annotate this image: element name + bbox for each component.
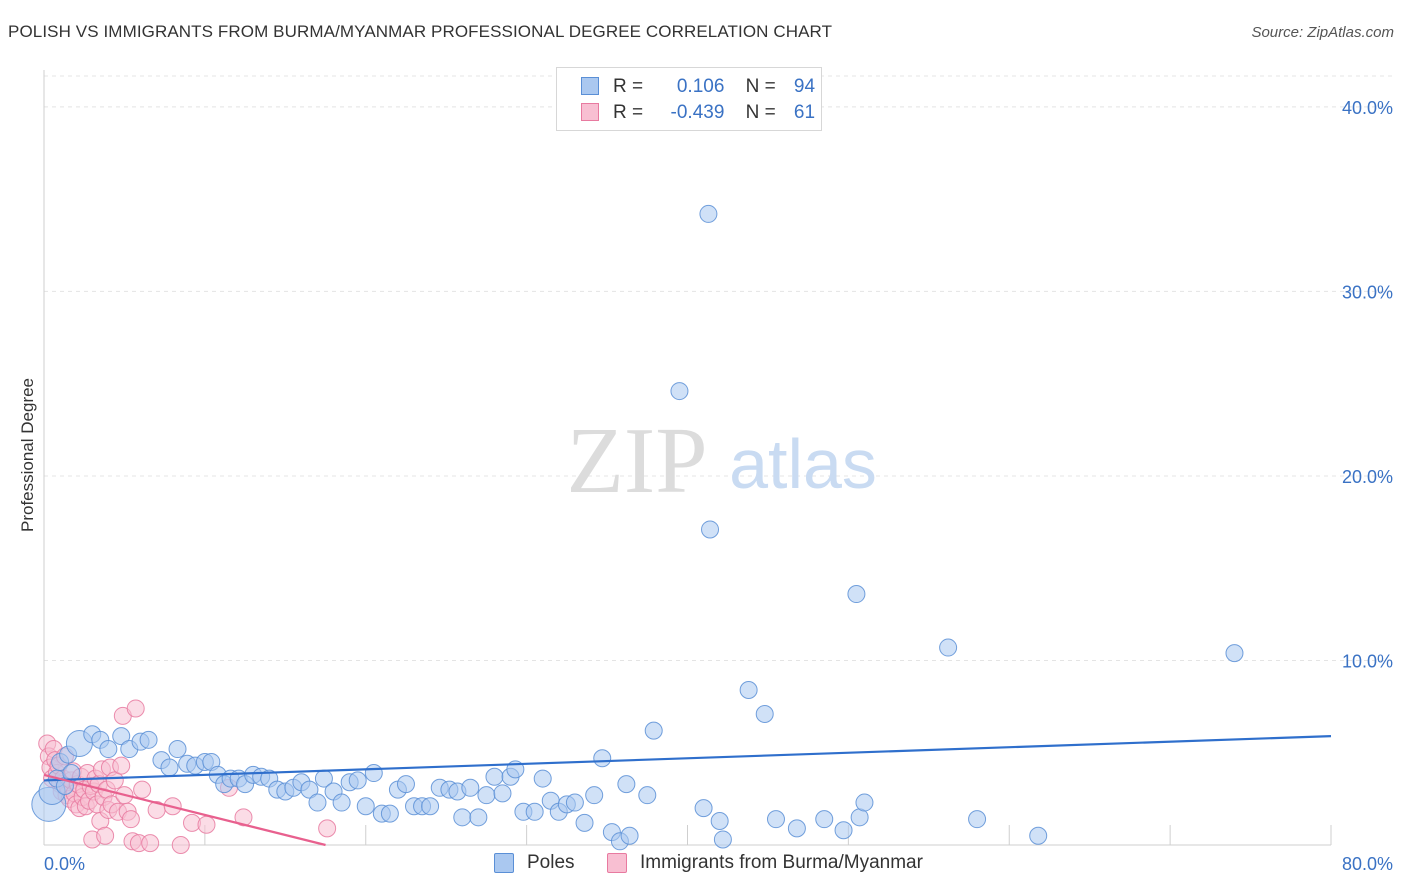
bottom-legend-swatch-pink [607, 853, 627, 873]
blue-point [493, 784, 512, 803]
pink-points [38, 699, 337, 854]
blue-point [699, 204, 718, 223]
blue-point [461, 778, 480, 797]
axes [43, 70, 1332, 846]
grid [44, 75, 1392, 661]
blue-point [755, 704, 774, 723]
legend-r-label: R = [613, 76, 644, 97]
watermark-atlas: atlas [729, 425, 877, 503]
pink-point [112, 756, 131, 775]
blue-point [620, 826, 639, 845]
trend-lines [43, 735, 1332, 847]
blue-point [694, 799, 713, 818]
blue-point [855, 793, 874, 812]
blue-point [968, 810, 987, 829]
bottom-legend-label: Immigrants from Burma/Myanmar [640, 852, 923, 873]
trend-line-poles [43, 735, 1332, 782]
blue-point [939, 638, 958, 657]
source-label: Source: ZipAtlas.com [1251, 24, 1394, 41]
blue-point [421, 797, 440, 816]
x-tick-label: 0.0% [44, 854, 85, 874]
blue-point [300, 780, 319, 799]
blue-point [670, 382, 689, 401]
correlation-legend: R = 0.106 N = 94 R = -0.439 N = 61 [556, 67, 822, 131]
legend-n-value: 61 [793, 102, 816, 123]
blue-point [766, 810, 785, 829]
blue-point [453, 808, 472, 827]
tick-labels: 10.0% 20.0% 30.0% 40.0% 0.0% 80.0% [44, 98, 1393, 874]
blue-point [565, 793, 584, 812]
chart-title: POLISH VS IMMIGRANTS FROM BURMA/MYANMAR … [8, 22, 833, 41]
bottom-legend-swatch-blue [494, 853, 514, 873]
blue-point [396, 775, 415, 794]
pink-point [234, 808, 253, 827]
blue-point [308, 793, 327, 812]
pink-point [121, 810, 140, 829]
blue-point [787, 819, 806, 838]
blue-point [617, 775, 636, 794]
legend-n-label: N = [745, 102, 776, 123]
blue-point [575, 813, 594, 832]
blue-point [701, 520, 720, 539]
legend-r-value: -0.439 [670, 102, 725, 123]
blue-point [533, 769, 552, 788]
blue-point [485, 767, 504, 786]
pink-point [126, 699, 145, 718]
blue-point [638, 786, 657, 805]
watermark: ZIP atlas [567, 409, 877, 513]
legend-swatch-blue [581, 77, 599, 95]
y-tick-label: 10.0% [1342, 651, 1393, 671]
pink-point [318, 819, 337, 838]
blue-point [710, 812, 729, 831]
bottom-legend-label: Poles [527, 852, 575, 873]
blue-point [99, 740, 118, 759]
y-tick-label: 30.0% [1342, 282, 1393, 302]
blue-point [1029, 826, 1048, 845]
blue-point [112, 727, 131, 746]
y-tick-label: 20.0% [1342, 467, 1393, 487]
blue-point [525, 802, 544, 821]
blue-point [593, 749, 612, 768]
legend-r-value: 0.106 [676, 76, 725, 97]
legend-r-label: R = [613, 102, 644, 123]
pink-point [133, 780, 152, 799]
legend-n-label: N = [745, 76, 776, 97]
pink-point [197, 815, 216, 834]
pink-point [141, 834, 160, 853]
blue-point [160, 758, 179, 777]
blue-point [380, 804, 399, 823]
blue-point [739, 681, 758, 699]
blue-point [139, 730, 158, 749]
blue-point [356, 797, 375, 816]
blue-point [713, 830, 732, 849]
legend-swatch-pink [581, 103, 599, 121]
trend-line-burma [43, 773, 326, 847]
pink-point [171, 836, 190, 854]
watermark-zip: ZIP [567, 409, 708, 513]
blue-point [332, 793, 351, 812]
blue-point [585, 786, 604, 805]
blue-point [815, 810, 834, 829]
blue-point [469, 808, 488, 827]
blue-point [834, 821, 853, 840]
blue-point [1225, 644, 1244, 663]
blue-point [364, 764, 383, 783]
blue-point [477, 786, 496, 805]
x-tick-label: 80.0% [1342, 854, 1393, 874]
legend-n-value: 94 [793, 76, 816, 97]
blue-point [168, 740, 187, 759]
y-axis-label: Professional Degree [18, 377, 37, 533]
blue-points [31, 204, 1244, 851]
pink-point [96, 826, 115, 845]
blue-point [847, 585, 866, 604]
y-tick-label: 40.0% [1342, 98, 1393, 118]
blue-point [348, 771, 367, 790]
blue-point [644, 721, 663, 740]
